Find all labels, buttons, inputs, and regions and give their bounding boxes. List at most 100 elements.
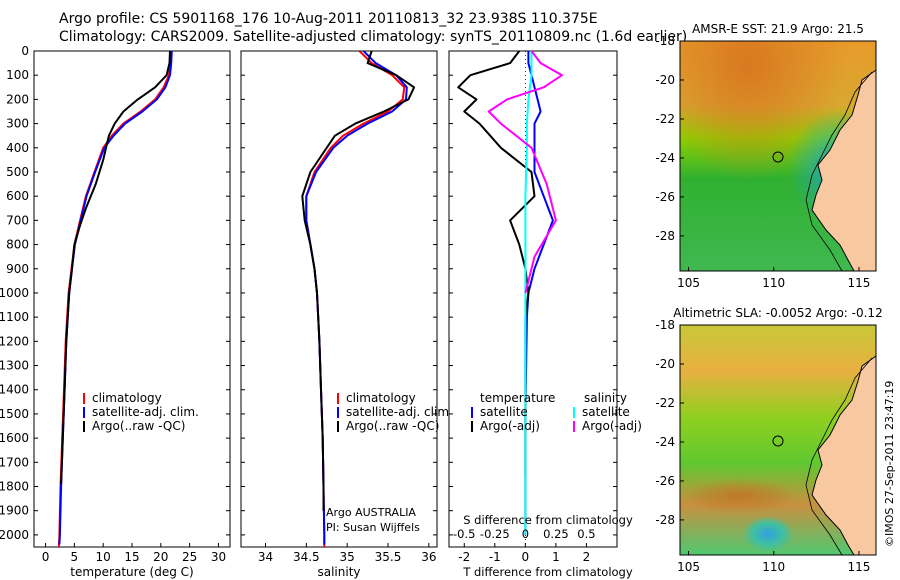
depth-tick-label: 1100 xyxy=(0,310,29,324)
sla-argo-marker xyxy=(772,435,784,447)
sla-low-center xyxy=(742,516,794,552)
s-difference-tick-label: 0.5 xyxy=(577,527,595,541)
salinity-series-line-2 xyxy=(301,51,416,511)
difference-xtick-label: 1 xyxy=(552,550,560,564)
difference-y-ticks xyxy=(449,50,617,536)
sla-map-frame xyxy=(679,324,877,556)
difference-panel: -2 -1 0 1 2 S difference from climatology -0… xyxy=(448,50,642,579)
depth-tick-label: 1800 xyxy=(0,480,29,494)
salinity-legend-label: Argo(..raw -QC) xyxy=(346,419,439,433)
temperature-xtick-label: 25 xyxy=(182,550,197,564)
s-difference-tick-label: 0 xyxy=(522,527,529,541)
sla-map-ticks: 105 110 115 -18 -20 -22 -24 -26 -28 xyxy=(655,318,870,574)
temperature-x-ticks: 0 5 10 15 20 25 30 xyxy=(42,543,226,564)
difference-x-ticks: -2 -1 0 1 2 xyxy=(458,543,590,564)
salinity-plot-frame xyxy=(240,50,438,548)
difference-xtick-label: 2 xyxy=(583,550,591,564)
salinity-xtick-label: 35.5 xyxy=(375,550,402,564)
salinity-lines xyxy=(301,51,416,547)
difference-legend-label: satellite xyxy=(582,405,630,419)
sst-land-mass xyxy=(811,69,877,272)
difference-plot-frame xyxy=(448,50,618,548)
figure-title-line1: Argo profile: CS 5901168_176 10-Aug-2011… xyxy=(59,11,598,27)
salinity-legend-label: climatology xyxy=(346,391,416,405)
s-difference-tick-label: 0.25 xyxy=(543,527,569,541)
difference-xtick-label: -1 xyxy=(489,550,501,564)
salinity-x-ticks: 34 34.5 35 35.5 36 xyxy=(258,543,436,564)
argo-pi-annotation: PI: Susan Wijffels xyxy=(326,521,420,534)
depth-tick-label: 700 xyxy=(6,213,29,227)
t-difference-axis-label: T difference from climatology xyxy=(462,565,633,579)
sst_map-lon-tick-label: 110 xyxy=(762,276,785,290)
depth-tick-label: 900 xyxy=(6,262,29,276)
imos-credit: ©IMOS 27-Sep-2011 23:47:19 xyxy=(883,381,896,547)
depth-tick-label: 1900 xyxy=(0,504,29,518)
depth-tick-label: 1400 xyxy=(0,383,29,397)
difference-legend-heading: temperature xyxy=(480,391,555,405)
sst-map-title: AMSR-E SST: 21.9 Argo: 21.5 xyxy=(692,22,864,36)
s-difference-axis-label: S difference from climatology xyxy=(463,513,633,527)
difference-legend-label: Argo(-adj) xyxy=(582,419,642,433)
sla_map-lon-tick-label: 110 xyxy=(762,560,785,574)
sla-shelf-contour xyxy=(805,357,873,556)
sla_map-lat-tick-label: -28 xyxy=(655,513,675,527)
difference-legend-label: satellite xyxy=(480,405,528,419)
difference-series-line-3 xyxy=(487,51,563,294)
depth-tick-label: 200 xyxy=(6,92,29,106)
sla_map-lon-tick-label: 105 xyxy=(677,560,700,574)
temperature-lines xyxy=(57,51,173,547)
figure-title-line2: Climatology: CARS2009. Satellite-adjuste… xyxy=(59,29,687,45)
temperature-legend-label: satellite-adj. clim. xyxy=(92,405,199,419)
sla-land-mass xyxy=(811,355,877,556)
s-difference-tick-label: -0.25 xyxy=(480,527,510,541)
sst_map-lat-tick-label: -22 xyxy=(655,112,675,126)
depth-tick-label: 1600 xyxy=(0,431,29,445)
salinity-y-ticks xyxy=(241,50,437,536)
sst_map-lat-tick-label: -28 xyxy=(655,229,675,243)
temperature-xtick-label: 20 xyxy=(153,550,168,564)
sst-shelf-contour xyxy=(805,71,873,272)
sst-argo-marker xyxy=(772,151,784,163)
depth-tick-label: 1700 xyxy=(0,455,29,469)
difference-legend-label: Argo(-adj) xyxy=(480,419,540,433)
depth-tick-label: 500 xyxy=(6,165,29,179)
depth-tick-label: 0 xyxy=(21,44,29,58)
temperature-legend-label: Argo(..raw -QC) xyxy=(92,419,185,433)
depth-tick-label: 1300 xyxy=(0,359,29,373)
sst_map-lat-tick-label: -26 xyxy=(655,190,675,204)
sla-map-title: Altimetric SLA: -0.0052 Argo: -0.12 xyxy=(673,306,882,320)
temperature-xtick-label: 30 xyxy=(211,550,226,564)
salinity-xlabel: salinity xyxy=(317,565,360,579)
difference-legend: temperature salinitysatelliteArgo(-adj)sa… xyxy=(471,391,642,433)
temperature-xtick-label: 0 xyxy=(42,550,50,564)
sla_map-lat-tick-label: -26 xyxy=(655,474,675,488)
sst_map-lat-tick-label: -18 xyxy=(655,34,675,48)
temperature-xtick-label: 15 xyxy=(124,550,139,564)
sla_map-lat-tick-label: -18 xyxy=(655,318,675,332)
sst_map-lon-tick-label: 115 xyxy=(848,276,871,290)
depth-axis-ticks: 0 100 200 300 400 500 600 700 800 900 1000 1100 1200… xyxy=(0,44,230,542)
sst_map-lat-tick-label: -24 xyxy=(655,151,675,165)
depth-tick-label: 300 xyxy=(6,117,29,131)
sst-map-frame xyxy=(679,40,877,272)
depth-tick-label: 1200 xyxy=(0,334,29,348)
difference-legend-heading: salinity xyxy=(584,391,627,405)
depth-tick-label: 2000 xyxy=(0,528,29,542)
depth-tick-label: 1500 xyxy=(0,407,29,421)
salinity-panel: 34 34.5 35 35.5 36 salinity climatologysatel… xyxy=(240,50,453,579)
difference-series-line-1 xyxy=(457,51,536,475)
salinity-xtick-label: 35 xyxy=(340,550,355,564)
temperature-plot-frame xyxy=(33,50,231,548)
sst_map-lat-tick-label: -20 xyxy=(655,73,675,87)
depth-tick-label: 100 xyxy=(6,68,29,82)
sst-map-panel: AMSR-E SST: 21.9 Argo: 21.5 105 110 115 -18… xyxy=(655,22,877,290)
s-difference-tick-label: -0.5 xyxy=(453,527,475,541)
sst-map-ticks: 105 110 115 -18 -20 -22 -24 -26 -28 xyxy=(655,34,870,290)
sla-orange-band xyxy=(680,478,800,514)
sst_map-lon-tick-label: 105 xyxy=(677,276,700,290)
difference-xtick-label: -2 xyxy=(458,550,470,564)
difference-xtick-label: 0 xyxy=(522,550,530,564)
